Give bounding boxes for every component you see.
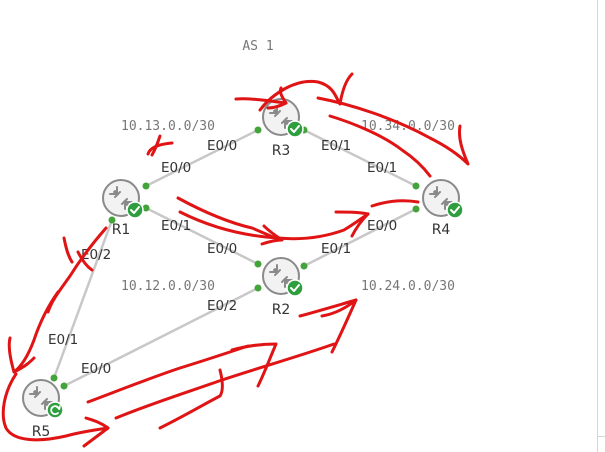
port-dot-r4-e01[interactable]	[412, 182, 420, 190]
port-dot-r1-e01[interactable]	[142, 204, 150, 212]
port-dot-r4-e00[interactable]	[412, 205, 420, 213]
link-r3-r4[interactable]	[303, 128, 417, 188]
port-label-r1-r5-b: E0/1	[48, 332, 78, 348]
annotation-stroke	[328, 114, 432, 178]
router-r4[interactable]: R4	[422, 179, 464, 238]
link-r1-r2[interactable]	[145, 206, 259, 266]
router-label: R5	[32, 424, 51, 440]
router-icon	[269, 264, 293, 288]
network-label: 10.13.0.0/30	[121, 119, 215, 134]
link-r2-r5[interactable]	[63, 286, 259, 388]
as-label: AS 1	[242, 39, 273, 54]
annotation-stroke	[7, 290, 60, 374]
port-label-r2-r4-b: E0/0	[367, 218, 397, 234]
port-label-r1-r2-b: E0/0	[207, 241, 237, 257]
router-icon	[29, 386, 53, 410]
router-icon	[269, 105, 293, 129]
annotation-stroke	[316, 96, 470, 166]
port-dot-r5-e00[interactable]	[60, 382, 68, 390]
annotation-stroke	[82, 416, 110, 448]
check-icon	[286, 279, 304, 297]
red-annotations	[1, 72, 470, 448]
annotation-stroke	[46, 226, 108, 314]
link-r1-r5[interactable]	[52, 219, 114, 379]
port-label-r1-r3-b: E0/0	[207, 138, 237, 154]
port-label-r3-r4-b: E0/1	[367, 160, 397, 176]
annotation-stroke	[146, 97, 288, 157]
annotation-stroke	[370, 199, 420, 208]
annotation-stroke	[158, 368, 224, 430]
port-label-r2-r5-b: E0/0	[81, 361, 111, 377]
port-label-r2-r5-a: E0/2	[207, 298, 237, 314]
annotation-stroke	[266, 86, 288, 110]
annotation-stroke	[320, 298, 358, 318]
router-r2[interactable]: R2	[262, 257, 304, 318]
annotation-stroke	[12, 356, 36, 374]
check-icon	[126, 201, 144, 219]
port-label-r2-r4-a: E0/1	[321, 241, 351, 257]
port-dot-r3-e00[interactable]	[254, 126, 262, 134]
router-label: R4	[432, 222, 451, 238]
annotation-stroke	[86, 344, 250, 404]
network-label: 10.12.0.0/30	[121, 279, 215, 294]
check-icon	[286, 120, 304, 138]
port-label-r1-r3-a: E0/0	[161, 160, 191, 176]
link-r2-r4[interactable]	[303, 207, 417, 268]
port-dot-r2-e02[interactable]	[254, 284, 262, 292]
annotation-stroke	[298, 298, 358, 354]
annotation-stroke	[334, 210, 370, 238]
annotation-stroke	[1, 372, 110, 442]
router-r5[interactable]: R5	[22, 379, 64, 440]
router-label: R1	[112, 222, 131, 238]
port-dot-r2-e01[interactable]	[300, 262, 308, 270]
port-dot-r1-e02[interactable]	[108, 216, 116, 224]
port-label-r1-r2-a: E0/1	[161, 218, 191, 234]
port-dots	[50, 126, 420, 390]
scrollbar-track[interactable]	[597, 0, 605, 452]
scrollbar-marker	[598, 436, 605, 437]
annotation-stroke	[230, 342, 278, 388]
router-icon	[109, 186, 133, 210]
link-r1-r3[interactable]	[145, 128, 259, 188]
router-r1[interactable]: R1	[102, 179, 144, 238]
refresh-icon	[46, 401, 64, 419]
annotation-stroke	[258, 72, 354, 112]
check-icon	[446, 201, 464, 219]
router-label: R3	[272, 143, 291, 159]
port-dot-r5-e01[interactable]	[50, 374, 58, 382]
router-label: R2	[272, 302, 291, 318]
annotation-stroke	[178, 210, 370, 241]
annotation-stroke	[260, 224, 284, 246]
router-icon	[429, 186, 453, 210]
links	[52, 128, 417, 388]
port-dot-r1-e00[interactable]	[142, 182, 150, 190]
network-label: 10.24.0.0/30	[361, 279, 455, 294]
port-dot-r2-e00[interactable]	[254, 260, 262, 268]
port-label-r3-r4-a: E0/1	[321, 138, 351, 154]
